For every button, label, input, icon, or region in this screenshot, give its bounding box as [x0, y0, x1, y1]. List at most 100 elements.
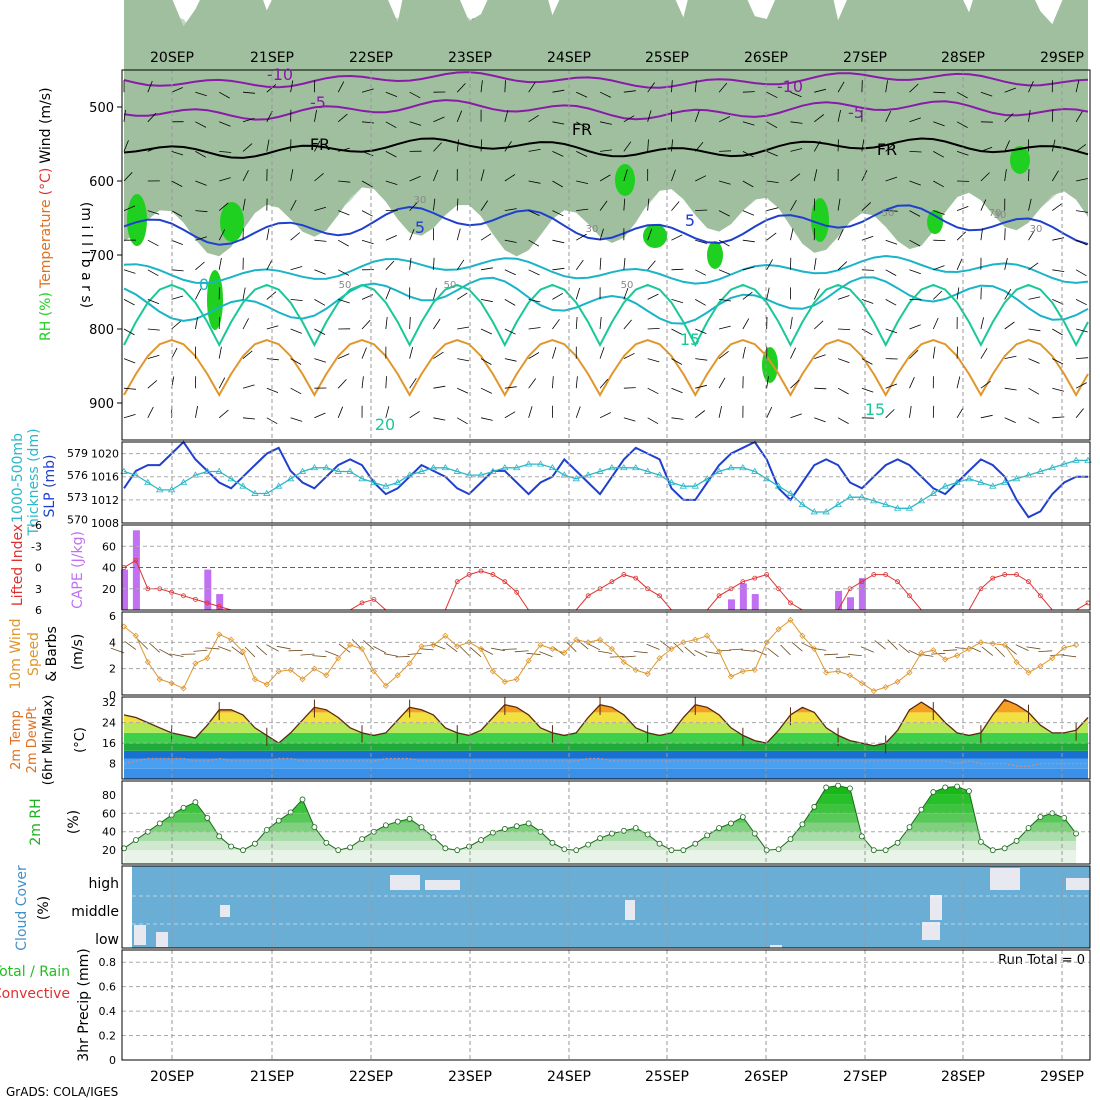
wind-barb: [790, 148, 803, 152]
thickness-point: [334, 467, 342, 474]
wind-barb: [123, 269, 136, 274]
wind-speed-point: [513, 676, 520, 683]
wind-barb: [314, 239, 327, 242]
ylabel-slp: SLP (mb): [42, 454, 58, 517]
wind-barb: [314, 269, 326, 275]
wind-speed-point: [1025, 669, 1032, 676]
rh-point: [906, 824, 913, 831]
wind-barb: [195, 91, 207, 97]
wind-barb: [480, 358, 492, 365]
wind-barb: [1028, 358, 1040, 364]
wind-barb: [885, 80, 888, 93]
wind-barb: [766, 259, 773, 270]
wind-barb: [433, 287, 437, 300]
wind-barb-10m: [824, 653, 839, 656]
lifted-index-point: [633, 575, 639, 581]
wind-barb-10m: [566, 641, 577, 652]
wind-barb: [885, 142, 895, 152]
wind-barb: [933, 121, 945, 127]
temperature-isoline: [123, 283, 1089, 348]
wind-barb: [218, 257, 222, 270]
wind-barb: [409, 346, 414, 359]
rh-point: [394, 818, 401, 825]
wind-barb: [742, 346, 746, 359]
wind-barb: [933, 290, 943, 300]
thickness-point: [620, 463, 628, 471]
wind-barb: [1004, 417, 1016, 423]
wind-barb-10m: [898, 643, 910, 654]
wind-barb-10m: [981, 646, 994, 656]
wind-barb: [766, 207, 779, 211]
rh-point: [216, 833, 223, 840]
thickness-point: [144, 478, 152, 485]
wind-barb: [861, 170, 868, 182]
wind-barb: [266, 139, 270, 152]
temperature-isoline: [123, 276, 1089, 325]
cape-bar: [835, 590, 843, 610]
wind-barb-10m: [363, 640, 375, 650]
ytick-label: 900: [89, 397, 114, 412]
wind-barb: [575, 316, 578, 330]
ylabel-upper-air: RH (%) Temperature (°C) Wind (m/s): [38, 87, 54, 341]
rh-point: [692, 840, 699, 847]
wind-barb: [504, 358, 517, 362]
wind-barb: [599, 317, 602, 330]
contour-label: 5: [415, 218, 425, 237]
wind-speed-point: [466, 639, 473, 646]
wind-barb: [695, 384, 707, 389]
ylabel-part: Wind (m/s): [38, 87, 54, 163]
cloud-level-label: middle: [71, 904, 119, 920]
rh-point: [930, 789, 937, 795]
wind-barb-10m: [1005, 645, 1017, 655]
wind-barb: [790, 379, 800, 389]
wind-barb-10m: [137, 639, 149, 650]
wind-barb: [290, 387, 302, 395]
wind-barb: [123, 172, 133, 182]
thickness-point: [465, 471, 473, 478]
rh-point: [1013, 838, 1020, 844]
wind-speed-point: [454, 643, 461, 650]
wind-barb-10m: [217, 646, 232, 652]
wind-barb: [980, 91, 993, 97]
cloud-cell: [134, 925, 146, 945]
wind-speed-point: [835, 668, 842, 675]
rh-point: [918, 806, 925, 813]
wind-barb: [742, 266, 755, 271]
date-label-top: 24SEP: [547, 50, 591, 66]
wind-speed-point: [216, 631, 223, 638]
thickness-point: [155, 486, 164, 493]
wind-barb: [552, 346, 557, 359]
wind-barb: [671, 234, 683, 241]
wind-barb: [623, 287, 629, 300]
wind-barb: [409, 175, 421, 182]
thickness-point: [417, 467, 426, 474]
wind-barb: [1075, 408, 1084, 419]
wind-barb: [766, 406, 773, 418]
wind-speed-point: [394, 672, 401, 679]
rh-point: [1073, 830, 1079, 837]
precip-tick-label: 0.8: [99, 956, 117, 969]
rh-point: [490, 829, 496, 836]
cape-bar: [727, 599, 735, 610]
rh-high-patch: [643, 224, 667, 248]
wind-barb: [980, 199, 987, 211]
wind-barb: [623, 90, 636, 93]
wind-barb: [480, 417, 493, 421]
wind-barb: [718, 210, 730, 217]
date-label-top: 22SEP: [349, 50, 393, 66]
wind-barb: [195, 121, 207, 128]
thickness-point: [1000, 478, 1009, 485]
wind-barb: [480, 328, 493, 335]
lifted-index-point: [1014, 572, 1019, 577]
rh-point: [585, 841, 592, 848]
lifted-index-point: [859, 579, 865, 585]
ylabel-wind-part: Speed: [26, 632, 42, 676]
wind-barb: [433, 257, 435, 270]
wind-barb: [123, 387, 137, 390]
thickness-point: [584, 471, 592, 478]
wind-barb: [647, 358, 660, 363]
wind-barb: [837, 358, 850, 364]
wind-barb: [147, 239, 159, 247]
thickness-point: [263, 489, 271, 496]
thickness-point: [691, 482, 699, 489]
